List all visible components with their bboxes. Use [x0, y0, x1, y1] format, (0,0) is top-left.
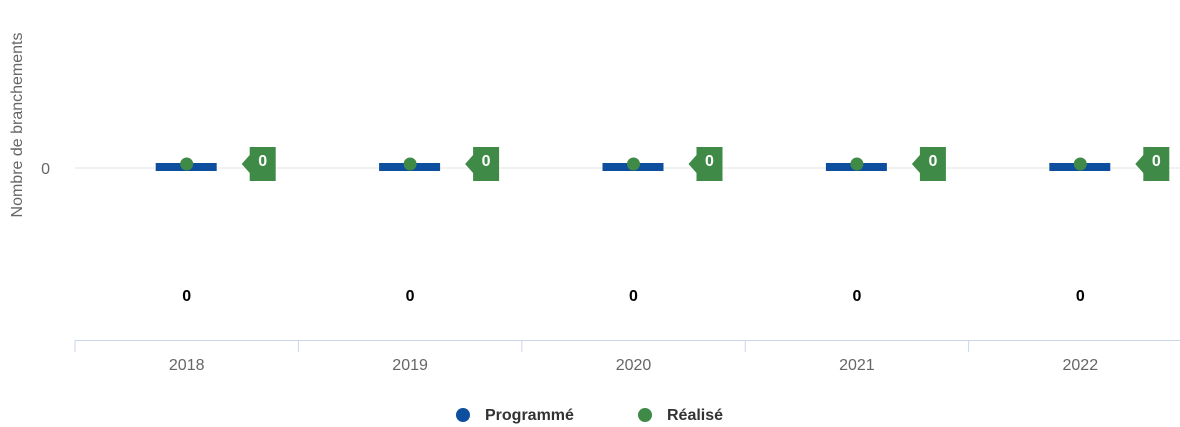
- x-tick-label: 2021: [839, 357, 875, 374]
- callout-label: 0: [1152, 153, 1161, 170]
- callout: [465, 147, 500, 181]
- data-label: 0: [629, 288, 638, 305]
- callout-label: 0: [705, 153, 714, 170]
- callout: [911, 147, 946, 181]
- callout-label: 0: [482, 153, 491, 170]
- data-label: 0: [406, 288, 415, 305]
- callout-label: 0: [928, 153, 937, 170]
- y-tick-label: 0: [41, 161, 50, 178]
- callout: [241, 147, 276, 181]
- data-label: 0: [1076, 288, 1085, 305]
- callout: [1135, 147, 1170, 181]
- x-tick-label: 2020: [616, 357, 652, 374]
- x-tick-label: 2019: [392, 357, 428, 374]
- y-axis-title: Nombre de branchements: [9, 33, 26, 218]
- x-tick-label: 2022: [1063, 357, 1099, 374]
- marker: [850, 157, 864, 171]
- legend-marker: [456, 408, 470, 422]
- marker: [627, 157, 640, 171]
- callout: [688, 147, 723, 181]
- marker: [403, 157, 417, 171]
- legend-label: Réalisé: [667, 407, 723, 424]
- callout-label: 0: [258, 153, 267, 170]
- legend-label: Programmé: [485, 407, 574, 424]
- data-label: 0: [852, 288, 861, 305]
- legend-marker: [638, 408, 652, 422]
- data-label: 0: [182, 288, 191, 305]
- marker: [180, 157, 194, 171]
- x-tick-label: 2018: [169, 357, 205, 374]
- marker: [1073, 157, 1087, 171]
